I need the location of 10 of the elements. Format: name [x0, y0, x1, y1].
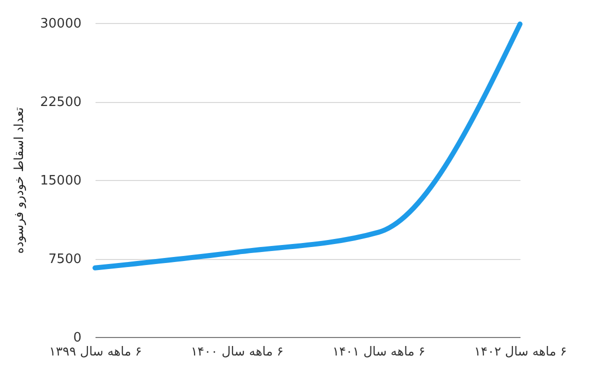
x-tick-label: ۶ ماهه سال ۱۴۰۰	[190, 344, 284, 358]
y-tick-label: 30000	[40, 16, 82, 32]
x-tick-label: ۶ ماهه سال ۱۴۰۱	[332, 344, 426, 358]
y-tick-label: 0	[73, 330, 82, 346]
x-tick-label: ۶ ماهه سال ۱۴۰۲	[474, 344, 567, 358]
x-tick-label: ۶ ماهه سال ۱۳۹۹	[49, 344, 142, 358]
y-tick-label: 22500	[40, 95, 82, 110]
y-tick-label: 7500	[48, 252, 82, 267]
y-tick-label: 15000	[40, 174, 82, 188]
y-axis-title: تعداد اسقاط خودرو فرسوده	[11, 106, 28, 254]
